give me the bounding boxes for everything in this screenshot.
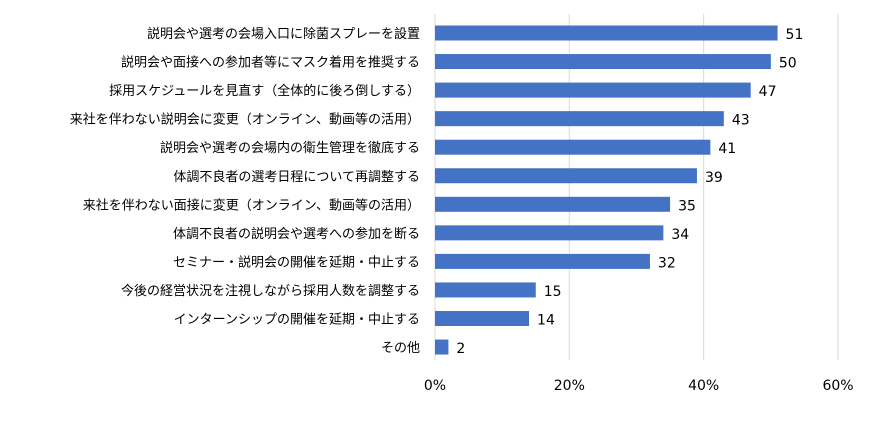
bar xyxy=(435,82,751,98)
bar xyxy=(435,139,711,155)
x-tick-label: 60% xyxy=(822,378,853,394)
category-labels: 説明会や選考の会場入口に除菌スプレーを設置説明会や面接への参加者等にマスク着用を… xyxy=(70,26,420,356)
x-tick-label: 0% xyxy=(424,378,446,394)
x-tick-label: 40% xyxy=(688,378,719,394)
data-label: 34 xyxy=(671,227,689,243)
category-label: 体調不良者の選考日程について再調整する xyxy=(173,169,420,185)
category-label: インターンシップの開催を延期・中止する xyxy=(174,313,420,328)
data-label: 41 xyxy=(718,141,736,157)
data-label: 15 xyxy=(544,284,562,300)
bars xyxy=(435,25,778,355)
category-label: 説明会や選考の会場入口に除菌スプレーを設置 xyxy=(147,26,420,42)
bar xyxy=(435,196,671,212)
x-tick-label: 20% xyxy=(554,378,585,394)
x-axis-ticks: 0% 20% 40% 60% xyxy=(424,378,854,394)
data-label: 35 xyxy=(678,198,696,214)
data-label: 47 xyxy=(759,84,777,100)
bar xyxy=(435,168,697,184)
bar xyxy=(435,54,771,70)
bar xyxy=(435,25,778,41)
bar xyxy=(435,253,650,269)
category-label: 説明会や面接への参加者等にマスク着用を推奨する xyxy=(121,55,420,71)
data-label: 2 xyxy=(456,341,465,357)
data-label: 14 xyxy=(537,313,555,329)
bar xyxy=(435,225,664,241)
data-label: 32 xyxy=(658,255,676,271)
category-label: 来社を伴わない説明会に変更（オンライン、動画等の活用） xyxy=(70,112,420,128)
data-label: 39 xyxy=(705,170,723,186)
data-label: 51 xyxy=(786,27,804,43)
bar xyxy=(435,111,724,127)
data-label: 43 xyxy=(732,113,750,129)
data-label: 50 xyxy=(779,56,797,72)
gridlines xyxy=(434,14,839,360)
category-label: その他 xyxy=(381,341,420,356)
category-label: 来社を伴わない面接に変更（オンライン、動画等の活用） xyxy=(83,197,420,213)
category-label: 今後の経営状況を注視しながら採用人数を調整する xyxy=(121,283,420,299)
bar xyxy=(435,339,449,355)
category-label: 採用スケジュールを見直す（全体的に後ろ倒しする） xyxy=(109,83,420,99)
category-label: 体調不良者の説明会や選考への参加を断る xyxy=(173,226,420,242)
category-label: 説明会や選考の会場内の衛生管理を徹底する xyxy=(160,140,420,156)
category-label: セミナー・説明会の開催を延期・中止する xyxy=(173,254,420,270)
bar xyxy=(435,311,530,326)
bar xyxy=(435,282,536,298)
